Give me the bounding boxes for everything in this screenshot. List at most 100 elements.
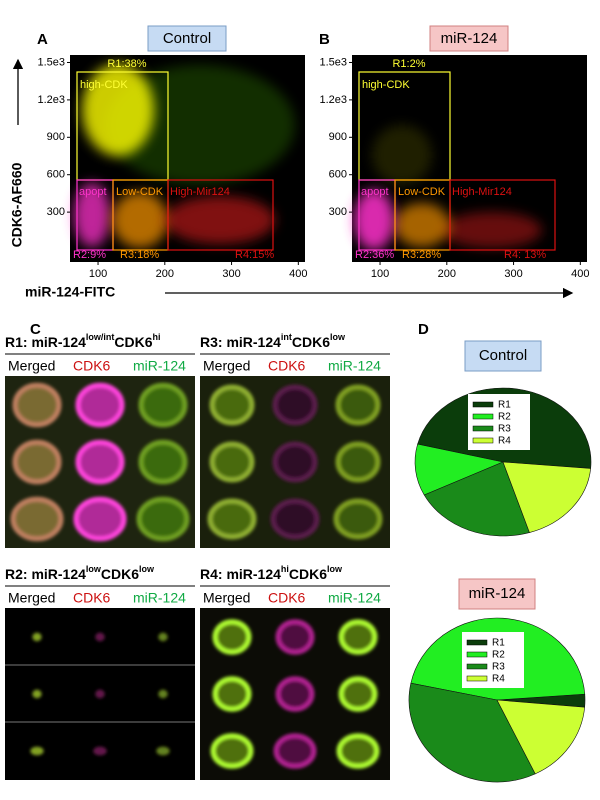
cell	[95, 689, 105, 699]
cell	[212, 619, 252, 655]
cell	[30, 746, 44, 756]
gate-label: apopt	[79, 186, 107, 198]
title-part: hi	[281, 564, 289, 574]
y-tick-label: 300	[47, 206, 65, 218]
y-tick-label: 1.5e3	[37, 56, 65, 68]
cell	[138, 382, 188, 428]
pie-slice	[423, 461, 530, 537]
panel-letter: B	[319, 31, 330, 48]
column-header: miR-124	[328, 590, 381, 606]
cell	[12, 439, 62, 485]
cell	[272, 441, 318, 483]
gate-label: high-CDK	[80, 79, 128, 91]
legend-label: R2	[498, 412, 511, 423]
cell	[158, 689, 168, 699]
column-header: miR-124	[328, 358, 381, 374]
event-density	[112, 192, 168, 248]
column-header: Merged	[8, 590, 55, 606]
cell	[156, 746, 170, 756]
x-tick-label: 100	[371, 268, 389, 280]
event-density	[74, 183, 110, 247]
gate	[167, 179, 274, 251]
event-density	[82, 64, 154, 156]
cell	[12, 382, 62, 428]
gate-label: Low-CDK	[398, 186, 446, 198]
group-title: R1: miR-124low/intCDK6hi	[5, 332, 161, 349]
legend-swatch	[466, 663, 488, 670]
title-box	[147, 25, 227, 52]
event-density	[105, 65, 295, 185]
cell	[93, 746, 107, 756]
cell	[32, 632, 42, 642]
title-part: CDK6	[292, 334, 330, 350]
gate-label: R3:28%	[402, 249, 441, 261]
y-tick-label: 1.2e3	[37, 94, 65, 106]
x-tick-label: 400	[571, 268, 589, 280]
gate-label: R1:38%	[107, 58, 146, 70]
cell	[32, 689, 42, 699]
column-header: miR-124	[133, 358, 186, 374]
cell	[275, 619, 315, 655]
title-part: int	[281, 332, 292, 342]
title-part: low	[327, 564, 343, 574]
y-tick-label: 600	[47, 169, 65, 181]
column-header: Merged	[8, 358, 55, 374]
legend-label: R3	[498, 424, 511, 435]
title-part: CDK6	[114, 334, 152, 350]
y-tick-label: 600	[329, 169, 347, 181]
title-part: hi	[153, 332, 161, 342]
cell	[212, 676, 252, 712]
legend-swatch	[466, 675, 488, 682]
legend-swatch	[466, 651, 488, 658]
cell	[275, 676, 315, 712]
x-tick-label: 100	[89, 268, 107, 280]
panel-title: Control	[163, 30, 211, 47]
column-header: Merged	[203, 590, 250, 606]
cell	[138, 439, 188, 485]
y-tick-label: 900	[47, 131, 65, 143]
cell	[10, 496, 64, 542]
gate-label: R3:18%	[120, 249, 159, 261]
y-tick-label: 1.2e3	[319, 94, 347, 106]
legend-swatch	[466, 639, 488, 646]
cell	[75, 382, 125, 428]
group-title: R4: miR-124hiCDK6low	[200, 564, 343, 581]
pie-slice	[408, 682, 536, 783]
legend-label: R2	[492, 650, 505, 661]
group-title: R3: miR-124intCDK6low	[200, 332, 346, 349]
cell	[209, 441, 255, 483]
title-part: low/int	[86, 332, 115, 342]
gate-label: Low-CDK	[116, 186, 164, 198]
title-part: R2: miR-124	[5, 566, 86, 582]
title-part: CDK6	[289, 566, 327, 582]
panel-letter: A	[37, 31, 48, 48]
cell	[207, 498, 257, 540]
y-tick-label: 900	[329, 131, 347, 143]
cell	[335, 384, 381, 426]
pie-title: Control	[479, 347, 527, 364]
x-tick-label: 400	[289, 268, 307, 280]
x-tick-label: 200	[156, 268, 174, 280]
legend-label: R1	[492, 638, 505, 649]
panel-title: miR-124	[441, 30, 498, 47]
gate-label: R4:15%	[235, 249, 274, 261]
panel-letter: C	[30, 321, 41, 338]
title-box	[458, 578, 536, 610]
legend-swatch	[472, 437, 494, 444]
gate-label: R2:36%	[355, 249, 394, 261]
pie-slice	[496, 699, 585, 775]
title-part: R3: miR-124	[200, 334, 281, 350]
legend-swatch	[472, 425, 494, 432]
column-header: CDK6	[73, 358, 111, 374]
event-density	[354, 190, 394, 250]
event-density	[394, 203, 450, 247]
x-tick-label: 300	[222, 268, 240, 280]
cell	[270, 498, 320, 540]
cell	[210, 733, 254, 769]
x-tick-label: 300	[504, 268, 522, 280]
y-axis-title: CDK6-AF660	[9, 162, 25, 247]
title-box	[429, 25, 509, 52]
legend-label: R3	[492, 662, 505, 673]
